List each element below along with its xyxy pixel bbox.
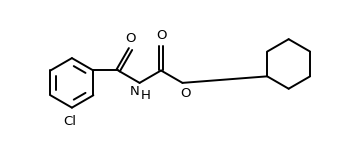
- Text: Cl: Cl: [64, 115, 77, 128]
- Text: O: O: [156, 29, 166, 42]
- Text: H: H: [141, 89, 151, 102]
- Text: O: O: [125, 32, 136, 45]
- Text: O: O: [180, 87, 190, 100]
- Text: N: N: [130, 85, 139, 98]
